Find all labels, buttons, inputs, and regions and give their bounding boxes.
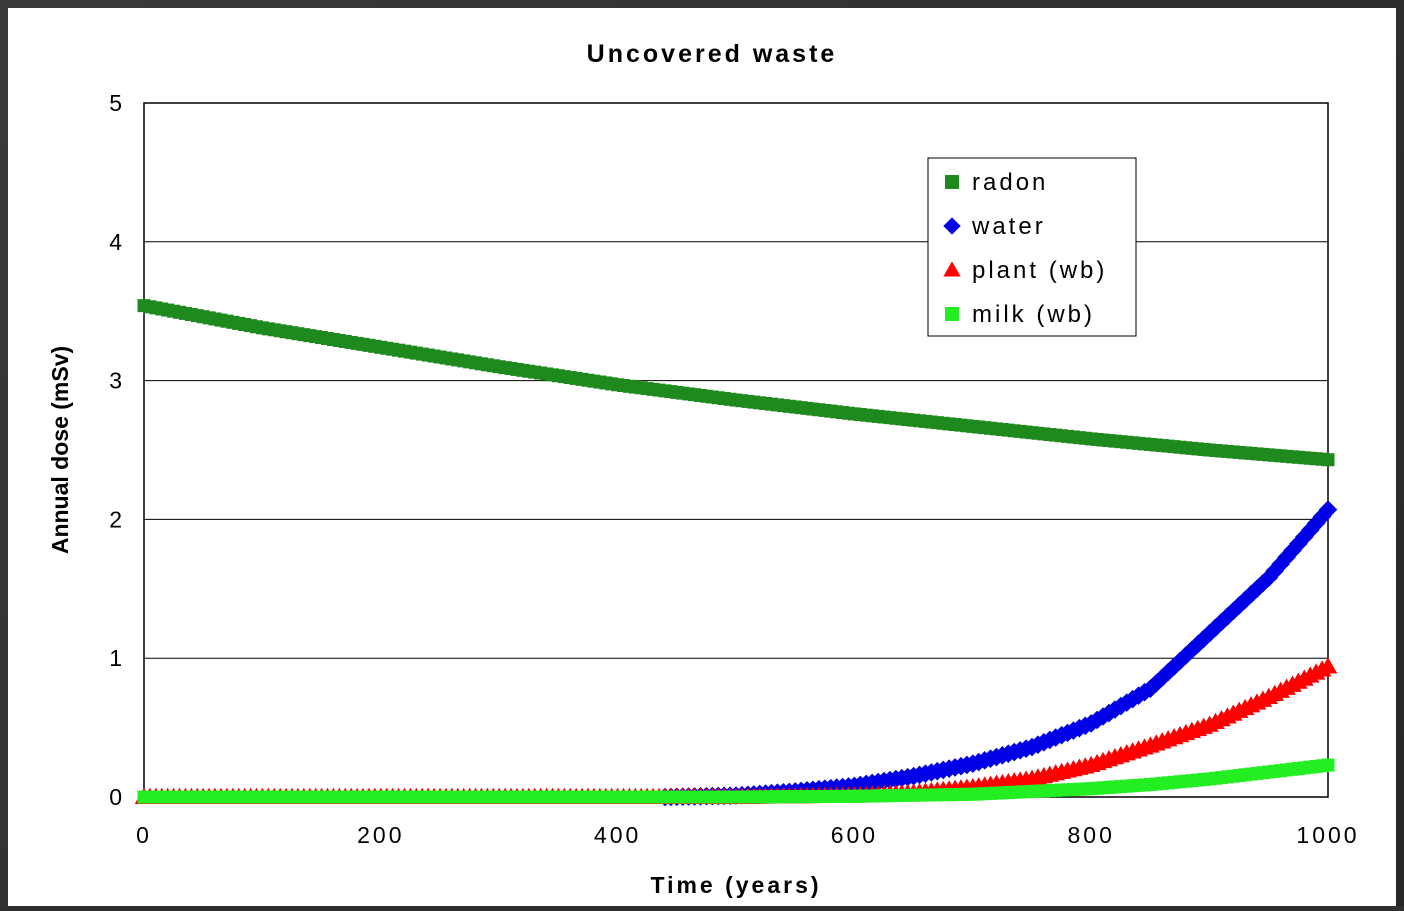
x-tick-label: 1000	[1296, 822, 1359, 848]
legend-marker-3	[943, 261, 961, 277]
legend-marker-1	[945, 175, 959, 189]
x-tick-label: 400	[594, 822, 641, 848]
data-point	[1318, 500, 1338, 519]
x-tick-label: 800	[1068, 822, 1115, 848]
y-tick-label: 0	[109, 784, 122, 810]
series-layer	[134, 299, 1338, 807]
y-tick-label: 3	[109, 368, 122, 394]
chart-panel: Uncovered waste 0 1 2 3 4 5 0 200 400 600 800 1000…	[8, 8, 1396, 906]
chart-title: Uncovered waste	[587, 40, 838, 68]
legend-label: radon	[972, 169, 1048, 196]
data-point	[1283, 541, 1302, 560]
x-axis-label: Time (years)	[650, 872, 821, 898]
x-tick-label: 600	[831, 822, 878, 848]
legend: radon water plant (wb) milk (wb)	[927, 157, 1137, 337]
y-tick-labels: 0 1 2 3 4 5	[109, 90, 122, 810]
legend-box	[927, 157, 1137, 337]
y-axis-label: Annual dose (mSv)	[47, 346, 73, 554]
x-tick-label: 0	[136, 822, 152, 848]
legend-label: water	[971, 213, 1046, 240]
y-tick-label: 4	[109, 229, 122, 255]
data-point	[1321, 758, 1335, 772]
series-radon	[137, 299, 1335, 467]
data-point	[1321, 453, 1335, 467]
y-tick-label: 5	[109, 90, 122, 116]
x-tick-labels: 0 200 400 600 800 1000	[136, 822, 1359, 848]
series-water	[655, 500, 1338, 807]
legend-marker-2	[943, 217, 961, 235]
legend-label: milk (wb)	[972, 301, 1095, 328]
y-tick-label: 2	[109, 506, 122, 532]
legend-marker-4	[945, 307, 959, 321]
legend-label: plant (wb)	[972, 257, 1107, 284]
y-tick-label: 1	[109, 645, 122, 671]
chart: Uncovered waste 0 1 2 3 4 5 0 200 400 600 800 1000…	[47, 40, 1359, 898]
data-point	[1318, 657, 1338, 674]
x-tick-label: 200	[357, 822, 404, 848]
legend-items: radon water plant (wb) milk (wb)	[943, 169, 1107, 328]
data-point	[1295, 527, 1314, 547]
data-point	[1099, 703, 1119, 723]
series-milk-wb-	[137, 758, 1335, 804]
